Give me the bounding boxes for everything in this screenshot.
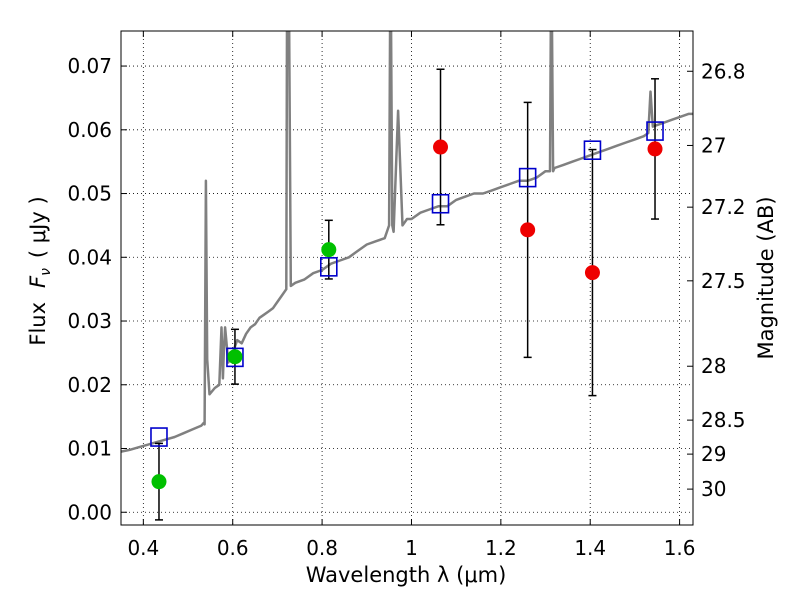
model-photometry-square [431, 193, 450, 214]
model-photometry-square [583, 140, 602, 160]
observed-point [227, 349, 243, 365]
y-tick-label: 0.03 [67, 309, 112, 333]
y-axis-title-units: ( μJy ) [26, 196, 50, 258]
y-tick-label: 0.01 [67, 437, 112, 461]
right-tick-label: 27.5 [701, 269, 746, 293]
right-tick-label: 27 [701, 133, 726, 157]
y-tick-label: 0.04 [67, 245, 112, 269]
y-axis-title: Flux Fν ( μJy ) [26, 196, 54, 345]
x-tick-label: 1 [405, 536, 418, 560]
right-tick-label: 28 [701, 354, 726, 378]
y-axis-title-symbol: F [26, 275, 50, 288]
right-tick-label: 29 [701, 442, 726, 466]
right-tick-label: 28.5 [701, 408, 746, 432]
plot-frame [120, 30, 694, 526]
x-tick-label: 0.8 [306, 536, 338, 560]
model-photometry-square [226, 347, 244, 368]
grid [121, 31, 693, 525]
right-axis-title: Magnitude (AB) [754, 196, 778, 359]
right-tick-label: 27.2 [701, 195, 746, 219]
model-photometry-square [646, 121, 664, 141]
observed-point [520, 222, 536, 238]
y-tick-label: 0.05 [67, 182, 112, 206]
x-tick-label: 1.2 [485, 536, 517, 560]
y-tick-label: 0.06 [67, 118, 112, 142]
y-tick-label: 0.02 [67, 373, 112, 397]
observed-point [647, 141, 663, 157]
y-tick-label: 0.00 [67, 500, 112, 524]
model-photometry-square [518, 167, 537, 188]
x-tick-label: 1.4 [574, 536, 606, 560]
x-tick-label: 0.4 [127, 536, 159, 560]
model-photometry-square [319, 257, 338, 277]
right-tick-label: 30 [701, 477, 726, 501]
x-axis-title: Wavelength λ (μm) [306, 563, 507, 587]
x-tick-label: 1.6 [664, 536, 696, 560]
right-tick-label: 26.8 [701, 59, 746, 83]
y-axis-title-subscript: ν [38, 268, 54, 276]
observed-point [433, 139, 449, 155]
model-sed-line [121, 31, 693, 453]
observed-point [584, 265, 600, 281]
x-tick-label: 0.6 [217, 536, 249, 560]
model-photometry-square [150, 427, 168, 447]
observed-point [151, 474, 167, 490]
observed-point [321, 242, 337, 258]
y-tick-label: 0.07 [67, 54, 112, 78]
y-axis-title-text: Flux [26, 302, 50, 346]
